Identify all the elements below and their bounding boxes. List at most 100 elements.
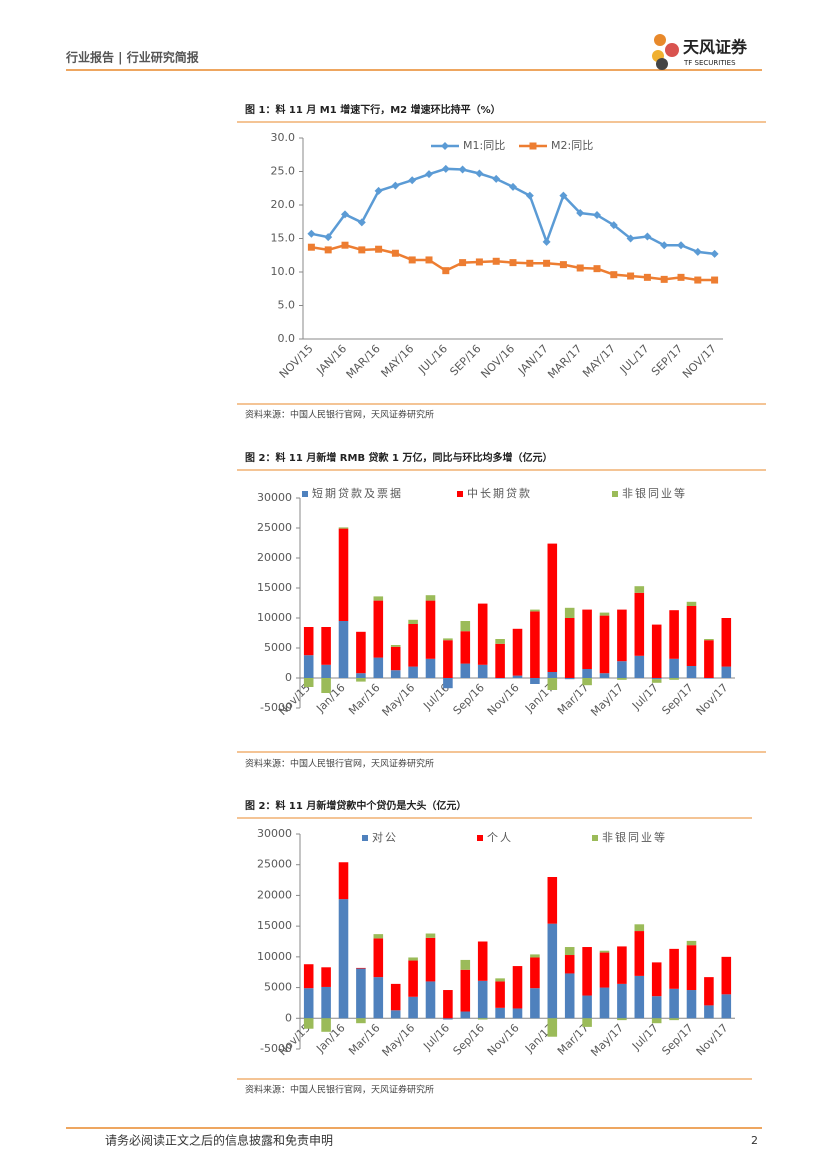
bar-segment: [443, 638, 453, 641]
bar-segment: [721, 618, 732, 667]
bar-segment: [390, 646, 401, 671]
bar-segment: [443, 990, 453, 1019]
legend-marker: [529, 142, 537, 150]
bar-segment: [477, 1018, 488, 1020]
bar-segment: [477, 941, 488, 981]
legend-swatch: [362, 835, 368, 841]
bar-segment: [338, 899, 349, 1019]
bar-segment: [477, 603, 488, 665]
x-tick-label: MAY/17: [580, 342, 618, 380]
bar-segment: [686, 666, 697, 678]
legend-label: 非银同业等: [622, 486, 687, 500]
point: [677, 273, 685, 281]
bar-segment: [425, 600, 436, 659]
logo-dot: [654, 34, 666, 46]
bar-segment: [599, 612, 610, 616]
point: [442, 267, 450, 275]
bar-segment: [373, 934, 384, 939]
bar-segment: [477, 980, 488, 1019]
y-tick-label: -5000: [260, 701, 292, 714]
bar-segment: [564, 618, 575, 678]
point: [509, 259, 517, 267]
bar-segment: [408, 624, 418, 667]
bar-segment: [547, 678, 558, 690]
bar-segment: [390, 645, 401, 647]
x-tick-label: May/16: [380, 1021, 418, 1059]
point: [391, 249, 399, 257]
point: [374, 186, 383, 195]
y-tick-label: 5000: [264, 981, 292, 994]
bar-segment: [530, 957, 540, 989]
bar-segment: [582, 1018, 592, 1027]
bar-segment: [408, 619, 418, 624]
bar-segment: [338, 621, 349, 678]
point: [626, 234, 635, 243]
bar-segment: [373, 596, 384, 601]
point: [610, 271, 618, 279]
x-tick-label: Jul/17: [629, 681, 661, 713]
legend-label: 短期贷款及票据: [312, 486, 403, 500]
point: [307, 243, 315, 251]
y-tick-label: 30.0: [271, 131, 296, 144]
bar-segment: [321, 967, 331, 987]
x-tick-label: JUL/16: [415, 342, 450, 377]
bar-segment: [321, 664, 331, 678]
bar-segment: [356, 678, 366, 682]
bar-segment: [321, 627, 331, 665]
bar-segment: [373, 977, 384, 1019]
bar-segment: [338, 862, 349, 900]
legend-swatch: [477, 835, 483, 841]
y-tick-label: 5000: [264, 641, 292, 654]
bar-segment: [634, 655, 645, 678]
bar-segment: [651, 1018, 662, 1024]
bar-segment: [582, 669, 592, 678]
bar-segment: [547, 543, 558, 672]
bar-segment: [338, 528, 349, 621]
logo-dot: [665, 43, 679, 57]
y-tick-label: 30000: [257, 827, 292, 840]
bar-segment: [356, 968, 366, 1019]
bar-segment: [651, 678, 662, 680]
figure-caption: 图 2：料 11 月新增贷款中个贷仍是大头（亿元）: [245, 799, 466, 812]
logo-cn: 天风证券: [683, 38, 748, 57]
bar-segment: [686, 606, 697, 666]
bar-segment: [564, 607, 575, 618]
bar-segment: [617, 1018, 627, 1021]
bar-segment: [599, 615, 610, 674]
bar-segment: [617, 609, 627, 662]
bar-segment: [651, 679, 662, 683]
x-tick-label: Sep/17: [659, 1021, 695, 1057]
bar-segment: [373, 600, 384, 658]
bar-segment: [669, 1018, 679, 1021]
bar-segment: [408, 957, 418, 961]
bar-segment: [530, 988, 540, 1019]
point: [358, 246, 366, 254]
x-tick-label: Jul/17: [629, 1021, 661, 1053]
x-tick-label: NOV/15: [277, 342, 316, 381]
bar-segment: [356, 631, 366, 674]
bar-segment: [721, 994, 732, 1019]
bar-segment: [599, 950, 610, 953]
point: [475, 169, 484, 178]
point: [408, 256, 416, 264]
bar-segment: [564, 973, 575, 1019]
bar-segment: [721, 956, 732, 995]
bar-segment: [582, 678, 592, 686]
point: [324, 246, 332, 254]
figure-source: 资料来源：中国人民银行官网，天风证券研究所: [245, 758, 434, 770]
point: [441, 164, 450, 173]
bar-segment: [530, 609, 540, 612]
point: [324, 233, 333, 242]
bar-segment: [599, 987, 610, 1019]
y-tick-label: 20.0: [271, 198, 296, 211]
bar-segment: [390, 670, 401, 678]
bar-segment: [686, 945, 697, 991]
bar-segment: [530, 678, 540, 684]
point: [627, 272, 635, 280]
bar-segment: [321, 678, 331, 693]
bar-segment: [460, 959, 471, 970]
point: [408, 176, 417, 185]
bar-segment: [356, 1018, 366, 1024]
bar-segment: [512, 675, 523, 678]
